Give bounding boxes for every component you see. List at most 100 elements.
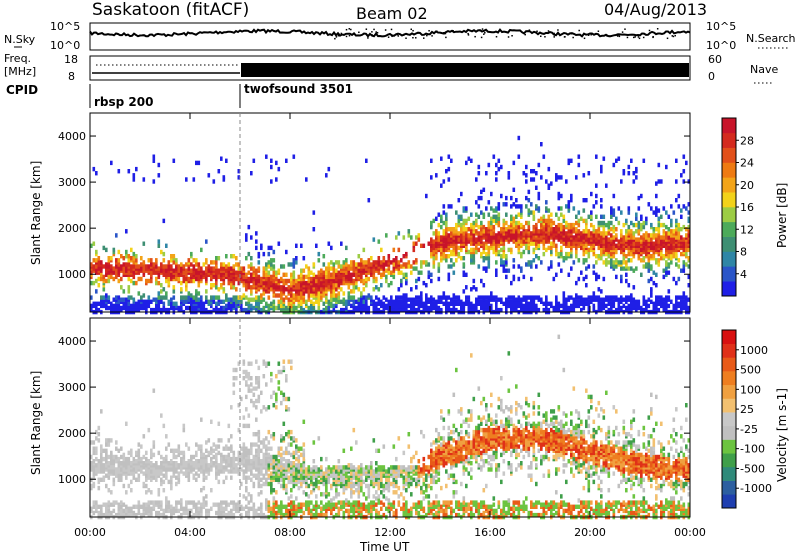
power-cell <box>582 258 586 263</box>
power-cell <box>395 305 398 311</box>
velocity-cell <box>155 461 158 466</box>
power-cell <box>487 245 491 251</box>
power-cell <box>357 287 361 292</box>
velocity-cell <box>105 473 108 478</box>
velocity-cell <box>142 461 146 466</box>
power-cell <box>517 303 521 309</box>
velocity-cell <box>207 471 211 476</box>
velocity-cell <box>122 452 126 458</box>
velocity-cell <box>172 452 176 458</box>
power-cell <box>115 295 118 300</box>
power-cell <box>245 256 248 261</box>
power-cell <box>555 247 558 253</box>
velocity-cell <box>160 454 163 460</box>
velocity-cell <box>257 512 261 518</box>
power-cell <box>447 154 451 159</box>
power-cell <box>612 299 616 304</box>
velocity-cell <box>260 483 263 489</box>
power-cell <box>330 301 333 306</box>
power-cell <box>585 235 588 240</box>
power-cell <box>550 222 553 228</box>
power-cell <box>557 195 561 201</box>
power-cell <box>245 287 248 292</box>
power-cell <box>125 262 128 267</box>
velocity-cell <box>227 423 231 429</box>
noise-search-dot <box>570 32 573 35</box>
power-cell <box>477 214 481 219</box>
power-cell <box>367 293 371 298</box>
power-cell <box>400 278 403 284</box>
power-cell <box>502 260 506 265</box>
power-cell <box>292 293 296 298</box>
power-cell <box>612 235 616 240</box>
velocity-cell <box>110 510 113 516</box>
power-cell <box>470 222 473 228</box>
program-rbsp: rbsp 200 <box>94 95 153 109</box>
power-cell <box>147 303 151 309</box>
power-cell <box>232 278 236 284</box>
power-cell <box>537 256 541 261</box>
power-cell <box>667 295 671 300</box>
power-cell <box>570 303 573 309</box>
power-cell <box>342 297 346 302</box>
velocity-cell <box>232 459 236 464</box>
velocity-cell <box>235 463 238 468</box>
velocity-cell <box>160 512 163 518</box>
velocity-cell <box>242 442 246 447</box>
power-cell <box>180 272 183 277</box>
power-cell <box>485 206 488 211</box>
velocity-cell <box>165 434 168 439</box>
power-cell <box>497 206 501 211</box>
velocity-cell <box>157 488 161 493</box>
power-cell <box>187 266 191 271</box>
power-cell <box>195 305 198 311</box>
power-cell <box>430 175 433 180</box>
power-cell <box>252 158 256 163</box>
power-cell <box>335 268 338 273</box>
power-cell <box>427 262 431 267</box>
power-cell <box>677 264 681 269</box>
velocity-cell <box>247 475 251 480</box>
power-cell <box>402 262 406 267</box>
power-cell <box>512 295 516 300</box>
power-cell <box>112 297 116 302</box>
power-cell <box>600 204 603 209</box>
power-cell <box>185 295 188 300</box>
power-cell <box>640 305 643 311</box>
power-cell <box>285 158 288 163</box>
velocity-cell <box>260 490 263 495</box>
velocity-cell <box>232 500 236 505</box>
power-cell <box>112 303 116 309</box>
velocity-cell <box>175 481 178 487</box>
noise-search-dot <box>597 30 600 32</box>
velocity-cell <box>155 510 158 516</box>
velocity-cell <box>200 452 203 458</box>
power-cell <box>435 216 438 221</box>
velocity-cell <box>130 461 133 466</box>
noise-search-dot <box>405 37 407 39</box>
velocity-cell <box>97 459 101 464</box>
power-cell <box>510 204 513 209</box>
power-cell <box>492 154 496 159</box>
power-cell <box>610 251 613 257</box>
noise-search-dot <box>638 37 641 40</box>
velocity-cell <box>117 456 121 462</box>
velocity-cell <box>105 442 108 447</box>
power-cell <box>477 171 481 176</box>
power-cell <box>487 295 491 300</box>
power-cell <box>305 274 308 280</box>
power-cell <box>482 249 486 255</box>
power-cell <box>677 222 681 228</box>
velocity-cell <box>267 440 271 445</box>
power-cell <box>295 260 298 265</box>
velocity-cell <box>162 465 166 470</box>
power-cell <box>440 224 443 230</box>
velocity-cell <box>267 361 271 366</box>
velocity-cell <box>230 500 233 505</box>
velocity-cell <box>255 386 258 391</box>
power-cell <box>487 256 491 261</box>
power-cell <box>532 247 536 253</box>
power-cell <box>660 214 663 219</box>
power-cell <box>442 237 446 242</box>
power-cell <box>507 299 511 304</box>
